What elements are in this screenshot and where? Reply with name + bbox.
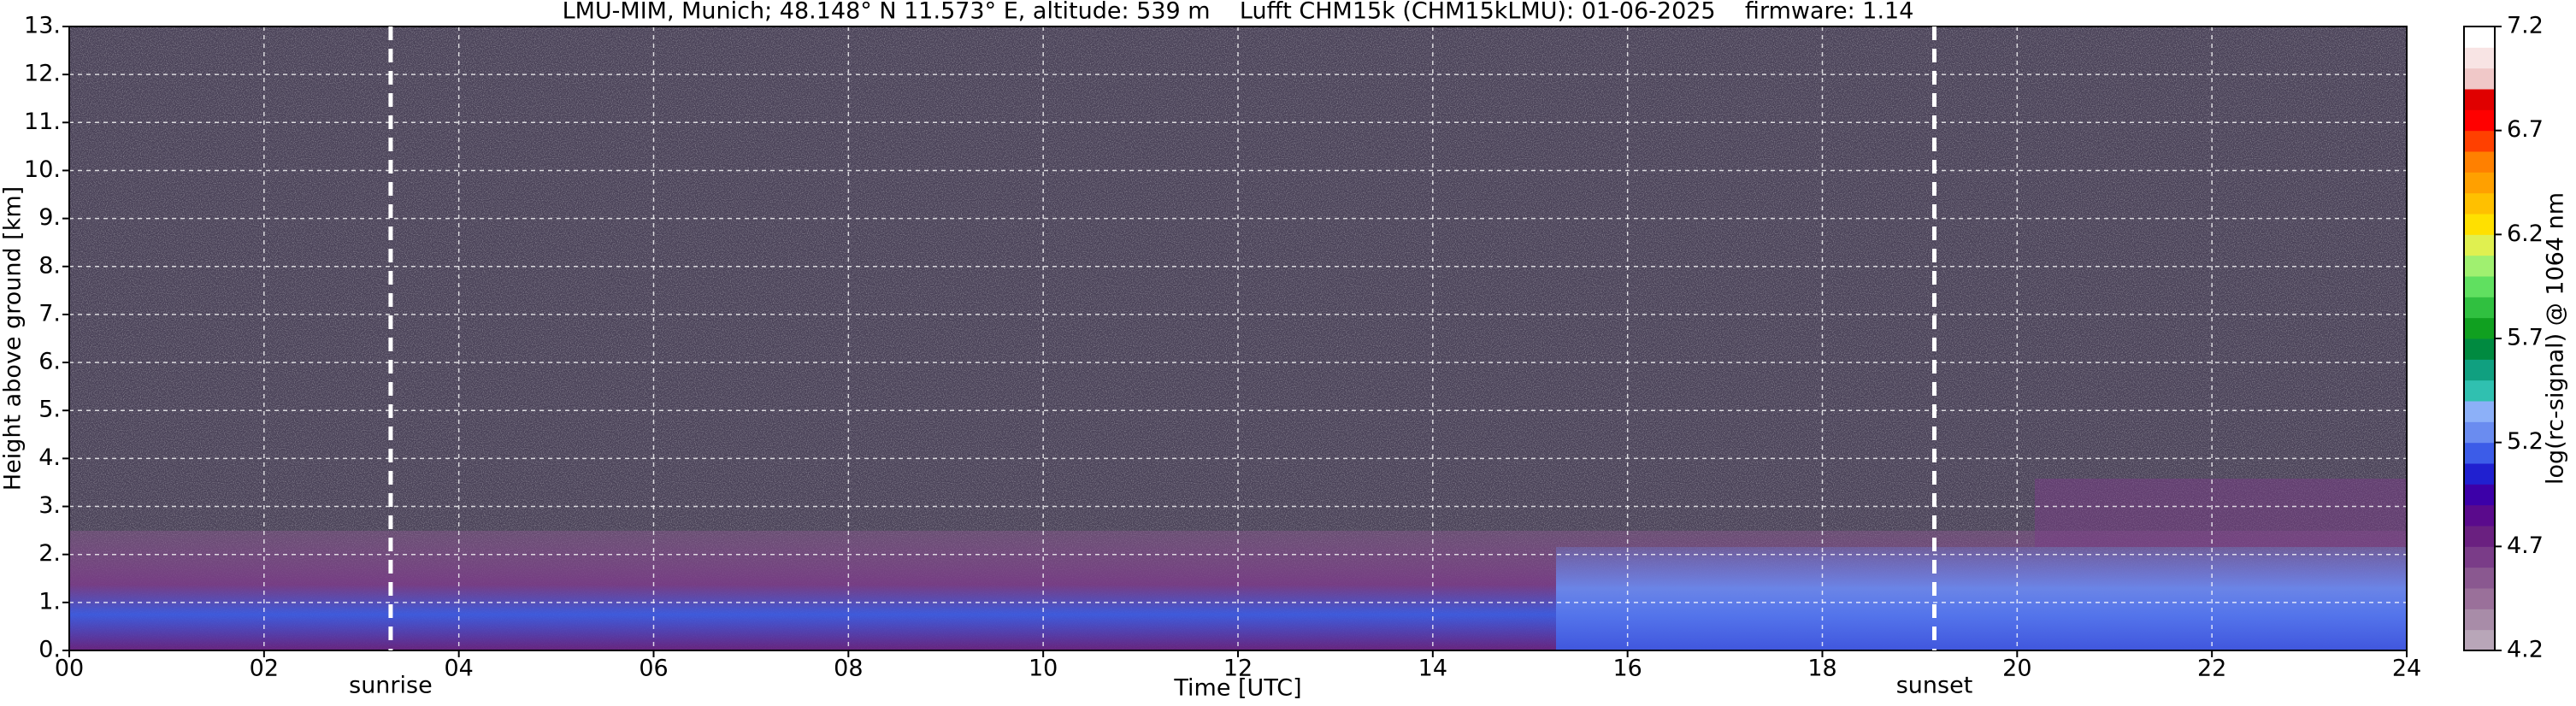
x-tick-label: 04 [444, 656, 473, 682]
colorbar-tick-label: 5.2 [2507, 428, 2544, 455]
colorbar-segment [2464, 130, 2495, 152]
colorbar-segment [2464, 317, 2495, 339]
colorbar-segment [2464, 214, 2495, 235]
colorbar-segment [2464, 359, 2495, 381]
colorbar-segment [2464, 588, 2495, 609]
colorbar-segment [2464, 255, 2495, 277]
colorbar-tick-label: 4.2 [2507, 637, 2544, 663]
y-tick-label: 10. [24, 156, 61, 183]
colorbar-segment [2464, 338, 2495, 360]
colorbar-segment [2464, 567, 2495, 589]
colorbar-segment [2464, 609, 2495, 631]
y-tick-label: 2. [38, 540, 61, 567]
colorbar-tick-label: 7.2 [2507, 13, 2544, 39]
y-tick-label: 4. [38, 444, 61, 471]
colorbar-segment [2464, 401, 2495, 422]
y-tick-label: 12. [24, 61, 61, 87]
colorbar-segment [2464, 89, 2495, 110]
y-tick-label: 3. [38, 492, 61, 519]
x-tick-label: 12 [1223, 656, 1253, 682]
colorbar-segment [2464, 379, 2495, 402]
y-tick-label: 8. [38, 252, 61, 279]
x-tick-label: 00 [55, 656, 84, 682]
x-tick-label: 22 [2197, 656, 2226, 682]
x-tick-label: 24 [2392, 656, 2421, 682]
y-tick-label: 1. [38, 588, 61, 615]
colorbar-segment [2464, 504, 2495, 527]
x-tick-label: 20 [2002, 656, 2031, 682]
annotation-label: sunrise [349, 673, 433, 699]
colorbar-segment [2464, 234, 2495, 256]
colorbar-tick-label: 5.7 [2507, 325, 2544, 351]
x-tick-label: 08 [834, 656, 863, 682]
y-tick-label: 6. [38, 349, 61, 375]
colorbar-segment [2464, 68, 2495, 90]
x-tick-label: 18 [1807, 656, 1836, 682]
colorbar-segment [2464, 629, 2495, 651]
colorbar-segment [2464, 192, 2495, 215]
colorbar-segment [2464, 442, 2495, 464]
colorbar-tick-label: 6.7 [2507, 116, 2544, 143]
colorbar-label: log(rc-signal) @ 1064 nm [2543, 192, 2569, 485]
chart-title: LMU-MIM, Munich; 48.148° N 11.573° E, al… [563, 0, 1914, 25]
colorbar-segment [2464, 172, 2495, 194]
y-tick-label: 5. [38, 397, 61, 423]
colorbar-segment [2464, 26, 2495, 48]
colorbar-segment [2464, 47, 2495, 69]
colorbar-segment [2464, 484, 2495, 506]
x-tick-label: 06 [639, 656, 668, 682]
colorbar-segment [2464, 151, 2495, 173]
colorbar-tick-label: 6.2 [2507, 221, 2544, 247]
x-tick-label: 10 [1029, 656, 1058, 682]
colorbar-segment [2464, 421, 2495, 444]
y-tick-label: 13. [24, 13, 61, 39]
x-tick-label: 02 [250, 656, 279, 682]
y-axis-label: Height above ground [km] [0, 186, 27, 491]
colorbar-segment [2464, 276, 2495, 297]
y-tick-label: 7. [38, 300, 61, 327]
colorbar-segment [2464, 546, 2495, 568]
x-tick-label: 14 [1418, 656, 1447, 682]
colorbar-tick-label: 4.7 [2507, 532, 2544, 559]
colorbar-segment [2464, 109, 2495, 132]
colorbar-segment [2464, 297, 2495, 319]
annotation-label: sunset [1896, 673, 1973, 699]
y-tick-label: 0. [38, 637, 61, 663]
y-tick-label: 9. [38, 204, 61, 231]
x-axis-label: Time [UTC] [1173, 675, 1301, 702]
colorbar-segment [2464, 463, 2495, 485]
colorbar-segment [2464, 526, 2495, 547]
y-tick-label: 11. [24, 109, 61, 135]
x-tick-label: 16 [1612, 656, 1642, 682]
